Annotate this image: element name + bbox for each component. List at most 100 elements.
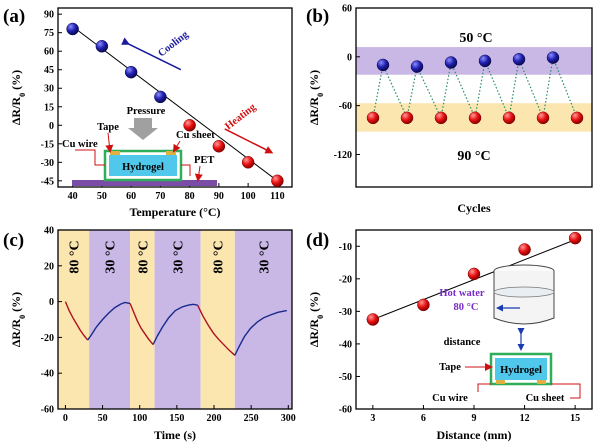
band-label: 80 °C [212, 240, 227, 273]
y-tick-label: -40 [41, 369, 54, 380]
data-point [366, 313, 380, 326]
data-point [95, 40, 109, 53]
cu-sheet-label: Cu sheet [526, 393, 565, 404]
distance-label: distance [444, 337, 481, 348]
panel-label-b: (b) [306, 6, 329, 27]
data-point [434, 111, 448, 125]
data-point [568, 231, 582, 245]
data-point [376, 58, 390, 72]
x-axis-label: Cycles [457, 201, 491, 215]
y-tick-label: 40 [44, 226, 54, 237]
data-point [271, 174, 284, 188]
x-tick-label: 60 [126, 191, 136, 202]
y-tick-label: -30 [41, 158, 54, 169]
y-tick-label: -20 [41, 333, 54, 344]
x-axis-label: Distance (mm) [437, 428, 512, 442]
y-tick-label: -10 [339, 242, 352, 253]
cooling-label: Cooling [156, 29, 191, 60]
y-tick-label: 0 [49, 121, 54, 132]
x-tick-label: 3 [370, 413, 375, 424]
cu-wire-right [551, 383, 581, 399]
y-tick-label: 0 [347, 52, 352, 63]
response-curve-heating [64, 301, 89, 341]
response-curve-cooling [152, 303, 198, 345]
x-tick-label: 70 [155, 191, 165, 202]
plot-frame-a [57, 7, 293, 188]
data-point [124, 65, 138, 79]
y-axis-label: ΔR/R0 (%) [307, 292, 325, 347]
x-tick-label: 50 [97, 191, 107, 202]
tape-arrow [105, 132, 114, 153]
data-point [212, 140, 226, 153]
data-point [467, 267, 481, 281]
y-tick-label: -15 [41, 139, 54, 150]
y-tick-label: 20 [44, 261, 54, 272]
tape-label: Tape [97, 122, 119, 133]
y-tick-label: 60 [44, 47, 54, 58]
pet-arrow [194, 165, 203, 182]
cu-sheet-arrow [172, 140, 181, 153]
y-axis-label: ΔR/R0 (%) [307, 70, 325, 125]
plot-frame-c [57, 229, 293, 410]
data-point [536, 111, 550, 125]
x-tick-label: 0 [63, 413, 68, 424]
band-label: 80 °C [136, 240, 151, 273]
panel-label-d: (d) [306, 230, 329, 251]
panel-label-a: (a) [3, 6, 25, 27]
hydrogel-label: Hydrogel [500, 365, 542, 376]
pressure-label: Pressure [127, 106, 166, 117]
y-tick-label: 45 [44, 65, 54, 76]
response-curve-heating [197, 304, 236, 356]
temperature-band [200, 230, 235, 409]
y-tick-label: -45 [41, 176, 54, 187]
data-point [241, 156, 255, 169]
data-point [468, 111, 482, 125]
x-tick-label: 110 [270, 191, 284, 202]
x-tick-label: 50 [98, 413, 108, 424]
band-label-90: 90 °C [457, 149, 490, 164]
y-tick-label: 90 [44, 10, 54, 21]
cu-wire-right [181, 164, 191, 176]
data-point [66, 22, 79, 36]
cooling-arrow [121, 37, 182, 71]
cu-wire-left [75, 149, 105, 166]
y-tick-label: -20 [339, 274, 352, 285]
cu-wire-label: Cu wire [432, 393, 468, 404]
y-tick-label: 0 [49, 297, 54, 308]
response-curve-cooling [87, 301, 131, 341]
data-point [570, 111, 584, 125]
x-tick-label: 80 [185, 191, 195, 202]
temperature-band [234, 230, 292, 409]
hydrogel-label: Hydrogel [122, 162, 164, 173]
x-tick-label: 250 [244, 413, 259, 424]
y-axis-label: ΔR/R0 (%) [9, 70, 27, 125]
x-tick-label: 6 [421, 413, 426, 424]
x-tick-label: 15 [570, 413, 580, 424]
data-point [366, 111, 380, 125]
y-tick-label: -60 [41, 405, 54, 416]
band-label: 80 °C [68, 240, 83, 273]
y-axis-label-text: ΔR/R0 (%) [9, 70, 27, 125]
cu-wire-label: Cu wire [62, 139, 98, 150]
band-label: 30 °C [172, 240, 187, 273]
hot-water-temp: 80 °C [454, 302, 479, 313]
data-point [512, 53, 526, 66]
plot-frame-d [355, 229, 593, 410]
y-axis-label-text: ΔR/R0 (%) [307, 70, 325, 125]
y-tick-label: -60 [339, 405, 352, 416]
x-axis-label: Time (s) [154, 428, 196, 442]
y-tick-label: 15 [44, 102, 54, 113]
y-tick-label: -30 [339, 307, 352, 318]
temperature-band [130, 230, 155, 409]
y-tick-label: -40 [339, 339, 352, 350]
cu-sheet-right [537, 380, 546, 384]
beaker-body [493, 271, 555, 325]
tape-label: Tape [439, 362, 461, 373]
data-point [518, 243, 531, 256]
band-label: 30 °C [257, 240, 272, 273]
y-tick-label: -120 [334, 150, 352, 161]
hydrogel-block [109, 155, 177, 176]
cu-sheet-label: Cu sheet [176, 130, 215, 141]
response-curve-heating [129, 303, 154, 346]
x-tick-label: 100 [241, 191, 256, 202]
